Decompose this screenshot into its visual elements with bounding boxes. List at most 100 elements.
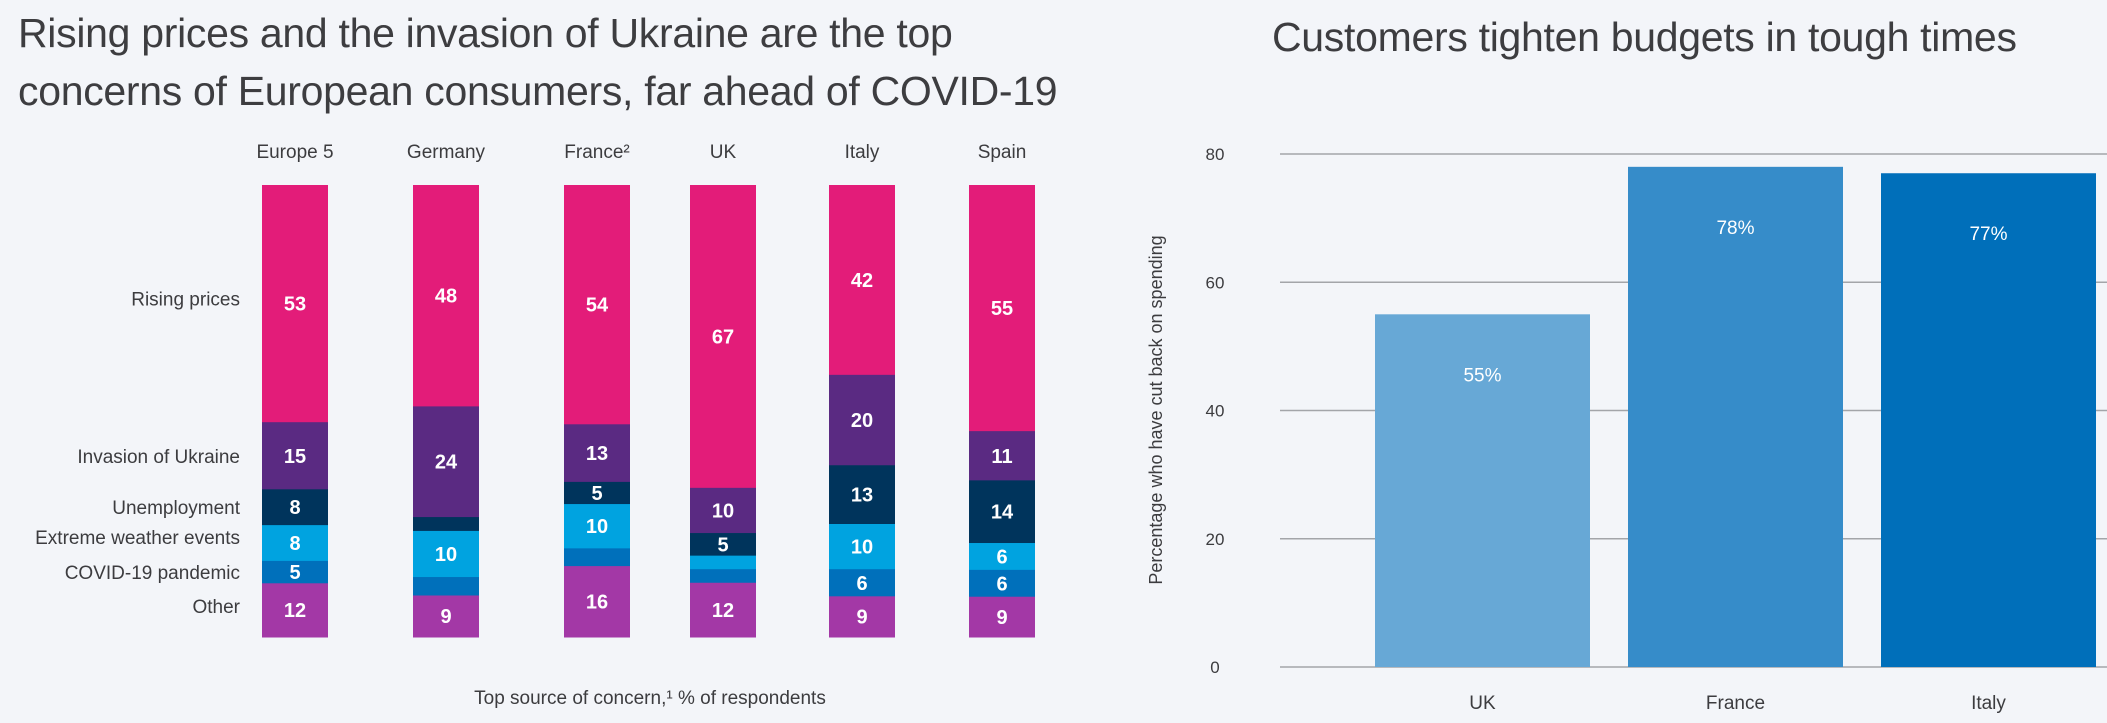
bar-segment <box>262 185 328 423</box>
bar-segment <box>564 566 630 638</box>
bar-segment <box>262 583 328 638</box>
series-label: Other <box>192 597 240 618</box>
bar-segment <box>413 517 479 532</box>
segment-value-label: 14 <box>991 502 1014 524</box>
segment-value-label: 10 <box>851 537 873 559</box>
segment-value-label: 10 <box>586 516 608 538</box>
bar-segment <box>413 406 479 518</box>
country-header: Germany <box>407 142 486 163</box>
bar-segment <box>262 560 328 584</box>
segment-value-label: 13 <box>851 485 873 507</box>
series-label: Extreme weather events <box>35 528 240 549</box>
bar-segment <box>690 569 756 584</box>
series-label: Rising prices <box>131 290 240 311</box>
bar-segment <box>969 596 1035 638</box>
segment-value-label: 10 <box>712 500 734 522</box>
segment-value-label: 9 <box>856 607 867 629</box>
bar-segment <box>969 569 1035 598</box>
segment-value-label: 10 <box>435 544 457 566</box>
bar-segment <box>829 185 895 376</box>
bar-segment <box>969 543 1035 571</box>
bar-segment <box>829 465 895 525</box>
bar-segment <box>262 525 328 562</box>
bar-segment <box>969 185 1035 432</box>
y-tick-label: 80 <box>1206 145 1225 164</box>
segment-value-label: 6 <box>996 573 1007 595</box>
stacked-bar-chart: Europe 5531588512Germany4824109France²54… <box>35 142 1035 638</box>
segment-value-label: 6 <box>996 546 1007 568</box>
segment-value-label: 11 <box>991 446 1012 468</box>
bar-segment <box>564 548 630 567</box>
segment-value-label: 13 <box>586 443 608 465</box>
segment-value-label: 54 <box>586 295 609 317</box>
country-header: France² <box>564 142 629 163</box>
segment-value-label: 5 <box>289 562 300 584</box>
country-header: Spain <box>978 142 1027 163</box>
bar-segment <box>413 577 479 596</box>
series-label: Invasion of Ukraine <box>77 447 240 468</box>
bar-segment <box>969 480 1035 544</box>
series-label: Unemployment <box>112 498 240 519</box>
segment-value-label: 12 <box>284 600 306 622</box>
left-chart-title: Rising prices and the invasion of Ukrain… <box>18 10 1058 114</box>
bar-value-label: 78% <box>1716 218 1754 239</box>
y-tick-label: 60 <box>1206 273 1225 292</box>
bar-segment <box>262 422 328 490</box>
y-tick-label: 0 <box>1210 658 1219 677</box>
segment-value-label: 42 <box>851 270 873 292</box>
bar-segment <box>690 582 756 638</box>
bar-segment <box>690 555 756 570</box>
spending-bar-chart: 0 20 40 60 80 55% UK 78% France 77% Italy <box>1206 145 2107 714</box>
x-category-label: France <box>1706 693 1765 714</box>
segment-value-label: 6 <box>856 573 867 595</box>
bar-segment <box>262 489 328 526</box>
y-tick-label: 20 <box>1206 530 1225 549</box>
segment-value-label: 20 <box>851 410 873 432</box>
bar-segment <box>829 524 895 570</box>
bar-segment <box>413 595 479 638</box>
bar-value-label: 55% <box>1463 365 1501 386</box>
bar-segment <box>829 374 895 466</box>
segment-value-label: 53 <box>284 294 306 316</box>
bar-segment <box>690 185 756 489</box>
segment-value-label: 16 <box>586 592 608 614</box>
bar-segment <box>829 596 895 638</box>
left-x-axis-label: Top source of concern,¹ % of respondents <box>474 688 826 709</box>
segment-value-label: 5 <box>591 483 602 505</box>
bar <box>1881 173 2096 668</box>
segment-value-label: 8 <box>289 497 300 519</box>
country-header: Italy <box>845 142 880 163</box>
segment-value-label: 15 <box>284 446 306 468</box>
segment-value-label: 67 <box>712 326 734 348</box>
country-header: UK <box>710 142 737 163</box>
segment-value-label: 8 <box>289 533 300 555</box>
x-category-label: Italy <box>1971 693 2006 714</box>
bar-value-label: 77% <box>1969 224 2007 245</box>
segment-value-label: 5 <box>717 534 728 556</box>
segment-value-label: 12 <box>712 600 734 622</box>
right-chart-title: Customers tighten budgets in tough times <box>1272 14 2017 60</box>
segment-value-label: 24 <box>435 452 458 474</box>
segment-value-label: 9 <box>440 606 451 628</box>
bar-segment <box>413 530 479 578</box>
segment-value-label: 48 <box>435 286 457 308</box>
series-label: COVID-19 pandemic <box>65 563 240 584</box>
bar-segment <box>564 424 630 483</box>
segment-value-label: 55 <box>991 298 1013 320</box>
bar-segment <box>969 431 1035 481</box>
x-category-label: UK <box>1469 693 1496 714</box>
y-tick-label: 40 <box>1206 402 1225 421</box>
bar-segment <box>564 504 630 549</box>
bar-segment <box>564 185 630 425</box>
bar-segment <box>690 533 756 557</box>
country-header: Europe 5 <box>256 142 333 163</box>
bar-segment <box>690 487 756 534</box>
segment-value-label: 9 <box>996 607 1007 629</box>
right-y-axis-label: Percentage who have cut back on spending <box>1146 235 1166 584</box>
bar-segment <box>413 185 479 407</box>
bar-segment <box>564 481 630 505</box>
bar <box>1628 166 1843 667</box>
bar-segment <box>829 569 895 597</box>
bar <box>1375 314 1590 667</box>
